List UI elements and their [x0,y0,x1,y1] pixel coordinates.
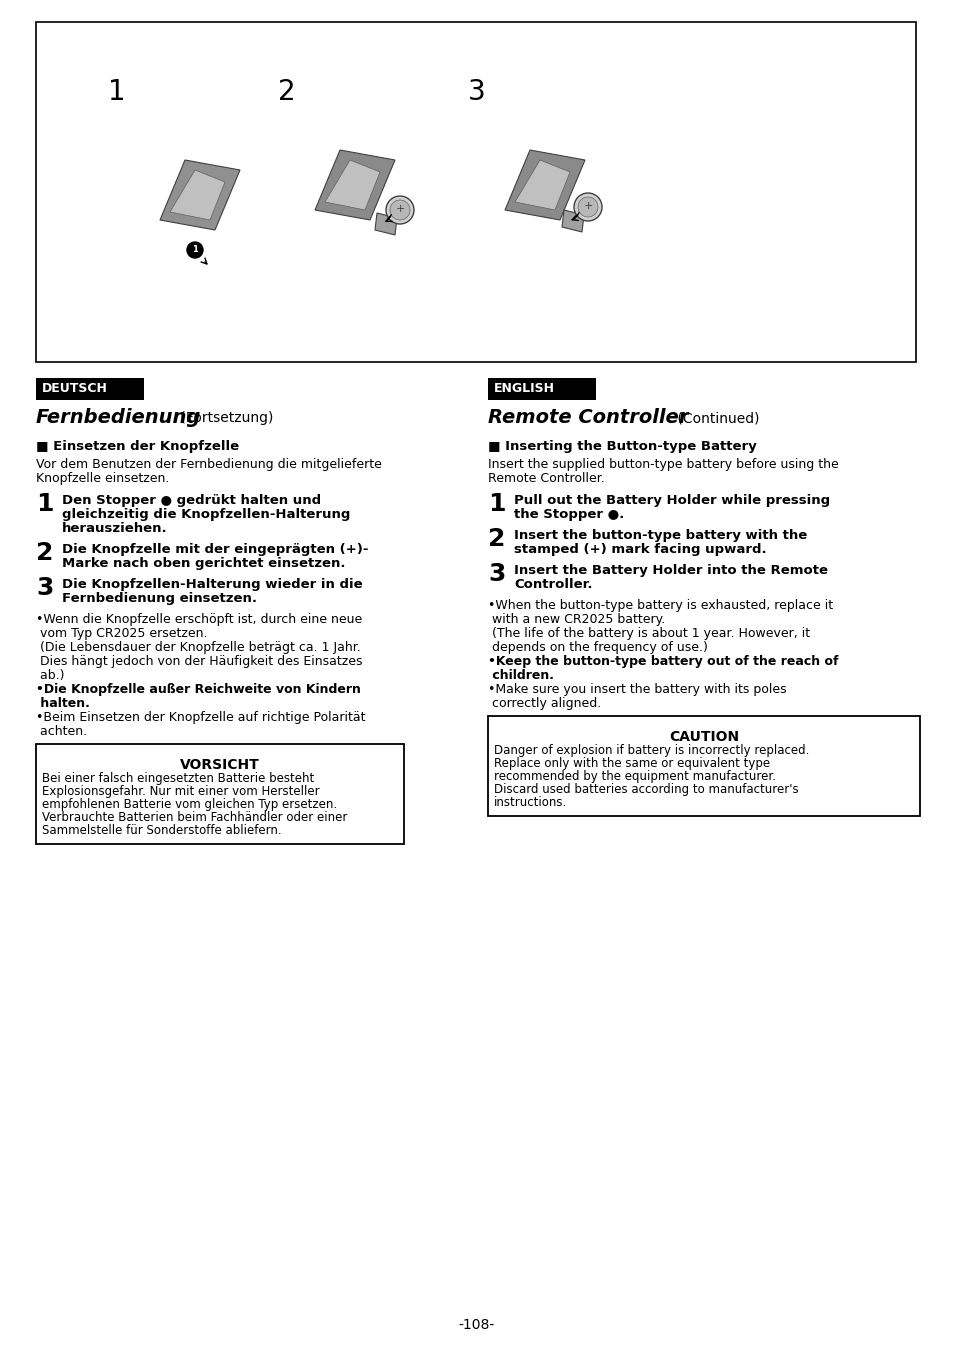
Text: (The life of the battery is about 1 year. However, it: (The life of the battery is about 1 year… [488,627,809,640]
Bar [36,377,144,400]
Text: 3: 3 [488,562,505,586]
Text: Die Knopfzellen-Halterung wieder in die: Die Knopfzellen-Halterung wieder in die [62,578,362,590]
Text: Marke nach oben gerichtet einsetzen.: Marke nach oben gerichtet einsetzen. [62,557,345,570]
Polygon shape [325,160,379,210]
Polygon shape [314,150,395,220]
Text: empfohlenen Batterie vom gleichen Typ ersetzen.: empfohlenen Batterie vom gleichen Typ er… [42,798,336,811]
Text: Vor dem Benutzen der Fernbedienung die mitgelieferte: Vor dem Benutzen der Fernbedienung die m… [36,458,381,470]
Circle shape [390,200,410,220]
Text: +: + [395,204,404,214]
Text: gleichzeitig die Knopfzellen-Halterung: gleichzeitig die Knopfzellen-Halterung [62,508,350,520]
Text: Remote Controller: Remote Controller [488,408,688,427]
Circle shape [386,195,414,224]
Text: Dies hängt jedoch von der Häufigkeit des Einsatzes: Dies hängt jedoch von der Häufigkeit des… [36,655,362,669]
Text: (Fortsetzung): (Fortsetzung) [175,411,274,425]
Text: (Continued): (Continued) [672,411,759,425]
Text: 1: 1 [36,492,53,516]
Text: Insert the Battery Holder into the Remote: Insert the Battery Holder into the Remot… [514,563,827,577]
Text: ENGLISH: ENGLISH [494,383,555,395]
Text: ■ Inserting the Button-type Battery: ■ Inserting the Button-type Battery [488,439,756,453]
Text: •Keep the button-type battery out of the reach of: •Keep the button-type battery out of the… [488,655,838,669]
Polygon shape [160,160,240,231]
Text: 3: 3 [468,78,485,106]
Text: achten.: achten. [36,725,87,737]
Text: ■ Einsetzen der Knopfzelle: ■ Einsetzen der Knopfzelle [36,439,239,453]
Text: ab.): ab.) [36,669,65,682]
Text: •When the button-type battery is exhausted, replace it: •When the button-type battery is exhaust… [488,599,832,612]
Text: Die Knopfzelle mit der eingeprägten (+)-: Die Knopfzelle mit der eingeprägten (+)- [62,543,368,555]
Text: VORSICHT: VORSICHT [180,758,259,772]
Text: Discard used batteries according to manufacturer's: Discard used batteries according to manu… [494,783,798,797]
Text: •Wenn die Knopfzelle erschöpft ist, durch eine neue: •Wenn die Knopfzelle erschöpft ist, durc… [36,613,362,625]
Text: 1: 1 [108,78,126,106]
Text: Fernbedienung einsetzen.: Fernbedienung einsetzen. [62,592,256,605]
Text: Replace only with the same or equivalent type: Replace only with the same or equivalent… [494,758,769,770]
Text: 3: 3 [36,576,53,600]
Text: Insert the button-type battery with the: Insert the button-type battery with the [514,528,806,542]
Text: recommended by the equipment manufacturer.: recommended by the equipment manufacture… [494,770,775,783]
Text: DEUTSCH: DEUTSCH [42,383,108,395]
Text: Insert the supplied button-type battery before using the: Insert the supplied button-type battery … [488,458,838,470]
Text: Knopfzelle einsetzen.: Knopfzelle einsetzen. [36,472,170,485]
Text: -108-: -108- [458,1318,495,1332]
Text: (Die Lebensdauer der Knopfzelle beträgt ca. 1 Jahr.: (Die Lebensdauer der Knopfzelle beträgt … [36,642,360,654]
Circle shape [578,197,598,217]
Circle shape [187,243,203,257]
Text: herausziehen.: herausziehen. [62,522,168,535]
Text: Controller.: Controller. [514,578,592,590]
Text: correctly aligned.: correctly aligned. [488,697,600,710]
Text: Explosionsgefahr. Nur mit einer vom Hersteller: Explosionsgefahr. Nur mit einer vom Hers… [42,785,319,798]
Text: vom Typ CR2025 ersetzen.: vom Typ CR2025 ersetzen. [36,627,208,640]
Polygon shape [375,213,396,235]
Text: the Stopper ●.: the Stopper ●. [514,508,623,520]
Polygon shape [504,150,584,220]
Polygon shape [170,170,225,220]
Text: Remote Controller.: Remote Controller. [488,472,604,485]
Text: Danger of explosion if battery is incorrectly replaced.: Danger of explosion if battery is incorr… [494,744,808,758]
Text: halten.: halten. [36,697,90,710]
Text: Bei einer falsch eingesetzten Batterie besteht: Bei einer falsch eingesetzten Batterie b… [42,772,314,785]
Bar [36,22,915,363]
Bar [488,377,596,400]
Circle shape [574,193,601,221]
Text: depends on the frequency of use.): depends on the frequency of use.) [488,642,707,654]
Text: 2: 2 [36,541,53,565]
Text: children.: children. [488,669,554,682]
Text: +: + [582,201,592,212]
Text: Den Stopper ● gedrükt halten und: Den Stopper ● gedrükt halten und [62,493,321,507]
Text: 1: 1 [488,492,505,516]
Text: CAUTION: CAUTION [668,731,739,744]
Text: with a new CR2025 battery.: with a new CR2025 battery. [488,613,664,625]
Text: •Beim Einsetzen der Knopfzelle auf richtige Polarität: •Beim Einsetzen der Knopfzelle auf richt… [36,710,365,724]
Bar [36,744,403,844]
Text: Fernbedienung: Fernbedienung [36,408,201,427]
Text: 1: 1 [192,245,197,255]
Text: instructions.: instructions. [494,797,567,809]
Text: 2: 2 [277,78,295,106]
Text: •Make sure you insert the battery with its poles: •Make sure you insert the battery with i… [488,683,786,696]
Polygon shape [561,210,583,232]
Text: 2: 2 [488,527,505,551]
Text: Verbrauchte Batterien beim Fachhändler oder einer: Verbrauchte Batterien beim Fachhändler o… [42,811,347,824]
Text: Pull out the Battery Holder while pressing: Pull out the Battery Holder while pressi… [514,493,829,507]
Text: Sammelstelle für Sonderstoffe abliefern.: Sammelstelle für Sonderstoffe abliefern. [42,824,281,837]
Bar [488,716,919,816]
Polygon shape [515,160,569,210]
Text: stamped (+) mark facing upward.: stamped (+) mark facing upward. [514,543,766,555]
Text: •Die Knopfzelle außer Reichweite von Kindern: •Die Knopfzelle außer Reichweite von Kin… [36,683,360,696]
